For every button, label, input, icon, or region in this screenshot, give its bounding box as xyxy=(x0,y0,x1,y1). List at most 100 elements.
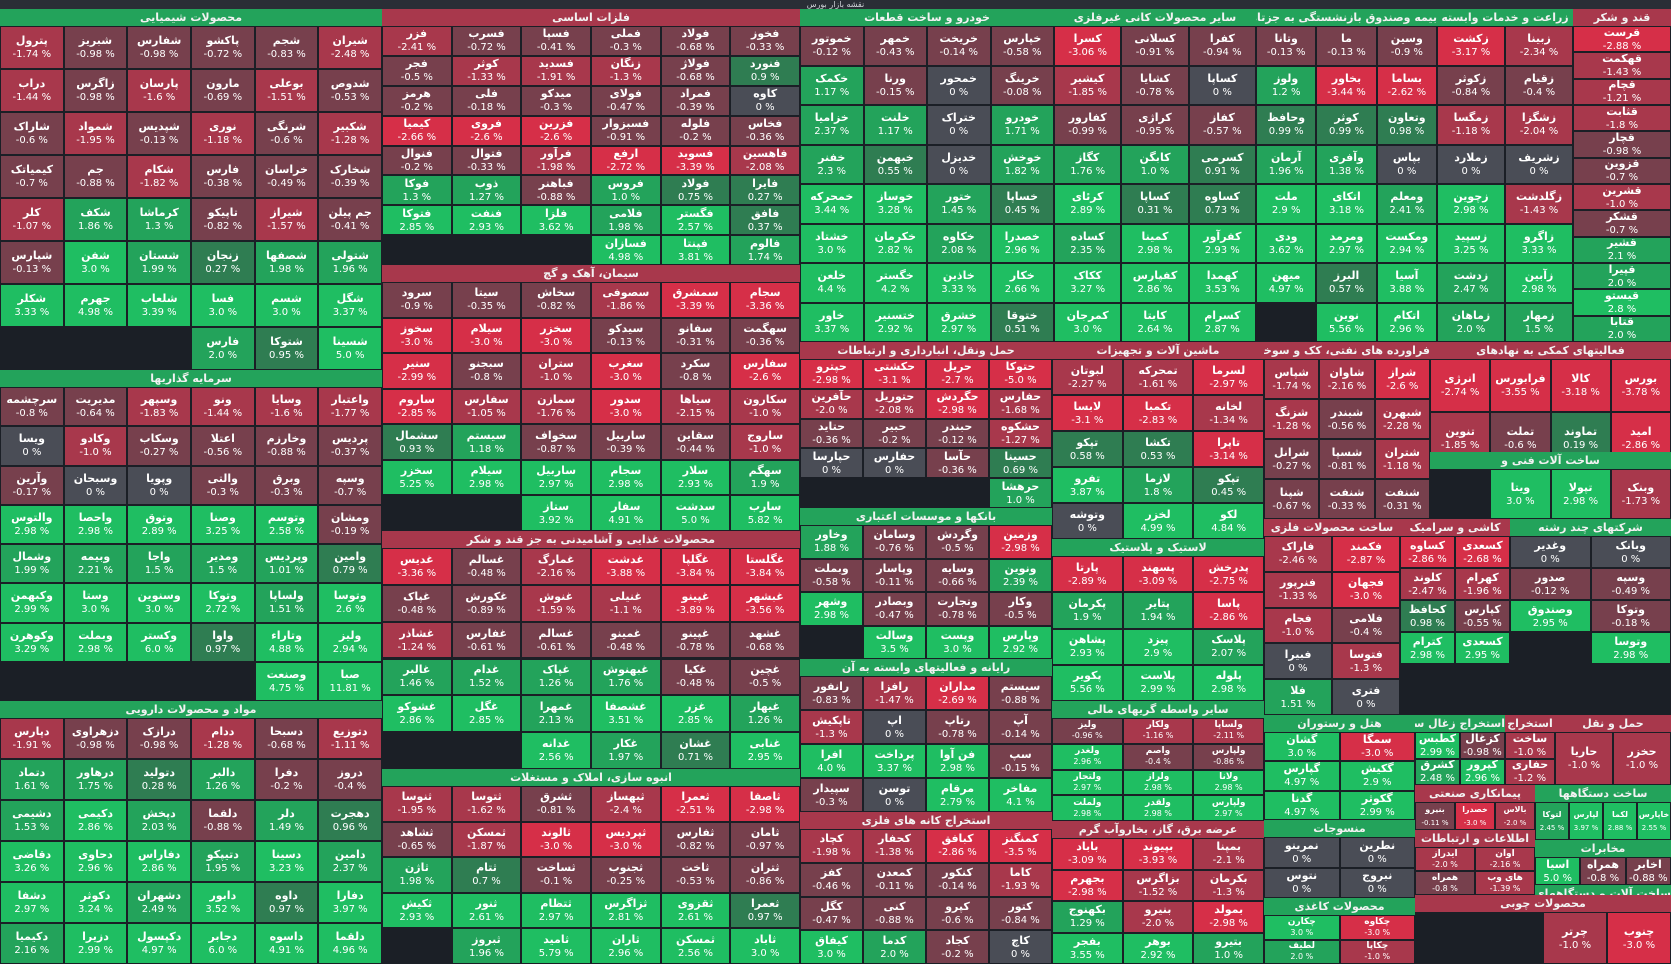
stock-tile[interactable]: کساپا 0 % xyxy=(1188,65,1256,105)
stock-tile[interactable]: صدور -0.12 % xyxy=(1510,568,1591,600)
stock-tile[interactable]: دالبر 1.26 % xyxy=(191,759,255,800)
stock-tile[interactable]: فسپا -0.41 % xyxy=(521,26,591,56)
stock-tile[interactable]: خشتاد 3.0 % xyxy=(800,223,864,263)
stock-tile[interactable]: پکویر 5.56 % xyxy=(1052,664,1123,701)
stock-tile[interactable]: شپدیس -0.13 % xyxy=(127,112,191,155)
stock-tile[interactable]: ثتران -0.86 % xyxy=(730,857,800,893)
stock-tile[interactable]: زقیام -0.4 % xyxy=(1505,65,1573,105)
stock-tile[interactable]: دسینا 3.23 % xyxy=(254,841,319,882)
stock-tile[interactable]: سفارس -1.05 % xyxy=(451,388,522,425)
stock-tile[interactable]: خگستر 4.2 % xyxy=(863,263,927,303)
stock-tile[interactable]: غکار 1.97 % xyxy=(591,732,661,769)
stock-tile[interactable]: مارون -0.69 % xyxy=(191,69,255,112)
stock-tile[interactable]: زبینا -2.34 % xyxy=(1505,26,1573,66)
stock-tile[interactable]: دامین 2.37 % xyxy=(318,841,382,882)
stock-tile[interactable]: کجاد -0.2 % xyxy=(926,930,989,964)
stock-tile[interactable]: شسینا 5.0 % xyxy=(318,327,382,370)
stock-tile[interactable]: دکیمی 2.86 % xyxy=(63,800,128,841)
stock-tile[interactable]: داسوه 4.91 % xyxy=(254,923,319,964)
stock-tile[interactable]: غبهنوش 1.76 % xyxy=(591,658,661,696)
stock-tile[interactable]: حفاری -1.2 % xyxy=(1505,758,1555,785)
stock-tile[interactable]: پلاست 2.99 % xyxy=(1122,664,1194,701)
stock-tile[interactable]: ولوز 1.2 % xyxy=(1256,65,1317,105)
stock-tile[interactable]: تاپکیش -1.3 % xyxy=(800,710,863,744)
stock-tile[interactable]: فباهنر -0.88 % xyxy=(521,175,591,206)
stock-tile[interactable]: ونو -1.44 % xyxy=(191,387,255,427)
stock-tile[interactable]: ولتجار 2.97 % xyxy=(1052,769,1123,796)
stock-tile[interactable]: ختسنیر 2.92 % xyxy=(863,302,927,342)
stock-tile[interactable]: لابسا -3.1 % xyxy=(1052,395,1123,431)
stock-tile[interactable]: وسامان -0.76 % xyxy=(863,525,926,559)
stock-tile[interactable]: وسپهر -1.83 % xyxy=(127,387,191,427)
stock-tile[interactable]: سیتا -0.35 % xyxy=(451,282,522,318)
stock-tile[interactable]: خاور 3.37 % xyxy=(800,302,864,342)
stock-tile[interactable]: اپ 0 % xyxy=(863,710,926,744)
stock-tile[interactable]: پاکشو -0.72 % xyxy=(191,26,255,69)
stock-tile[interactable]: تپکو 0.45 % xyxy=(1193,467,1264,503)
stock-tile[interactable]: تفرو 3.87 % xyxy=(1052,467,1123,503)
stock-tile[interactable]: سیاها -2.15 % xyxy=(660,388,731,425)
stock-tile[interactable]: شزنگ -1.28 % xyxy=(1264,399,1320,439)
stock-tile[interactable]: سدشت 5.0 % xyxy=(660,495,731,531)
stock-tile[interactable]: نطرین 0 % xyxy=(1339,837,1415,868)
stock-tile[interactable]: پترول -1.74 % xyxy=(0,26,64,69)
stock-tile[interactable]: فلوله -0.2 % xyxy=(660,115,731,146)
stock-tile[interactable]: فگستر 2.57 % xyxy=(660,205,731,236)
stock-tile[interactable]: زچوین 2.98 % xyxy=(1437,184,1505,224)
stock-tile[interactable]: گکیش 2.9 % xyxy=(1339,761,1415,791)
stock-tile[interactable]: دکوثر 3.24 % xyxy=(63,882,128,923)
stock-tile[interactable]: خکمک 1.17 % xyxy=(800,65,864,105)
stock-tile[interactable]: پتایر 1.94 % xyxy=(1122,592,1194,629)
stock-tile[interactable]: شدوص -0.53 % xyxy=(318,69,382,112)
stock-tile[interactable]: قشرین -1.0 % xyxy=(1573,184,1671,211)
stock-tile[interactable]: کفز -0.46 % xyxy=(800,862,863,897)
stock-tile[interactable]: بخاور -3.44 % xyxy=(1316,65,1377,105)
stock-tile[interactable]: فسرب -0.72 % xyxy=(451,26,522,56)
stock-tile[interactable]: سنیر -2.99 % xyxy=(382,353,452,389)
stock-tile[interactable]: وپویا 0 % xyxy=(127,465,191,505)
stock-tile[interactable]: خمحور 0 % xyxy=(927,65,991,105)
stock-tile[interactable]: وخارزم -0.88 % xyxy=(254,426,319,466)
stock-tile[interactable]: کزغال -0.98 % xyxy=(1460,732,1505,759)
stock-tile[interactable]: انرژی -2.74 % xyxy=(1430,359,1491,413)
stock-tile[interactable]: کسلانی -0.91 % xyxy=(1121,26,1189,66)
stock-tile[interactable]: فجام -1.0 % xyxy=(1264,607,1332,644)
stock-tile[interactable]: شپنا -0.67 % xyxy=(1264,479,1320,519)
stock-tile[interactable]: دروز -0.4 % xyxy=(318,759,382,800)
stock-tile[interactable]: پرداخت 3.37 % xyxy=(863,744,926,778)
stock-tile[interactable]: حشکوه -1.27 % xyxy=(989,418,1052,449)
stock-tile[interactable]: فنوال -0.2 % xyxy=(382,145,452,176)
stock-tile[interactable]: وبصادر -0.47 % xyxy=(863,592,926,626)
stock-tile[interactable]: وبیمه 2.21 % xyxy=(63,544,128,584)
stock-tile[interactable]: تاپیکو -0.82 % xyxy=(191,198,255,241)
stock-tile[interactable]: سرود -0.9 % xyxy=(382,282,452,318)
stock-tile[interactable]: زگلدشت -1.43 % xyxy=(1505,184,1573,224)
stock-tile[interactable]: ولغدر 2.96 % xyxy=(1052,743,1123,770)
stock-tile[interactable]: فلامی 1.98 % xyxy=(591,205,661,236)
stock-tile[interactable]: بزاگرس -1.52 % xyxy=(1122,869,1194,901)
stock-tile[interactable]: ددام -1.28 % xyxy=(191,718,255,759)
stock-tile[interactable]: کدما 2.0 % xyxy=(863,930,926,964)
stock-tile[interactable]: وبملت 2.98 % xyxy=(63,622,128,662)
stock-tile[interactable]: ثفارس -0.82 % xyxy=(660,821,731,858)
stock-tile[interactable]: اتکای 3.18 % xyxy=(1316,184,1377,224)
stock-tile[interactable]: خمهر -0.43 % xyxy=(863,26,927,66)
stock-tile[interactable]: دلر 1.49 % xyxy=(254,800,319,841)
stock-tile[interactable]: بنیرو -0.11 % xyxy=(1415,802,1455,830)
stock-tile[interactable]: وصنا 3.25 % xyxy=(191,504,255,544)
stock-tile[interactable]: ثعمرا 0.97 % xyxy=(730,892,800,929)
stock-tile[interactable]: بنیرو -2.0 % xyxy=(1122,901,1194,933)
stock-tile[interactable]: کپرو -0.6 % xyxy=(926,896,989,931)
stock-tile[interactable]: فبیرا 0 % xyxy=(1264,643,1332,680)
stock-tile[interactable]: بوعلی -1.51 % xyxy=(254,69,319,112)
stock-tile[interactable]: سارب 5.82 % xyxy=(730,495,800,531)
stock-tile[interactable]: پارتا -2.89 % xyxy=(1052,556,1123,593)
stock-tile[interactable]: لخزر 4.99 % xyxy=(1122,503,1194,539)
stock-tile[interactable]: وصنعت 4.75 % xyxy=(254,661,319,701)
stock-tile[interactable]: کگاز 1.76 % xyxy=(1054,144,1122,184)
stock-tile[interactable]: شیران -2.48 % xyxy=(318,26,382,69)
stock-tile[interactable]: مرقام 2.79 % xyxy=(926,778,989,812)
stock-tile[interactable]: درهاور 1.75 % xyxy=(63,759,128,800)
stock-tile[interactable]: شسپا -0.81 % xyxy=(1319,439,1375,479)
stock-tile[interactable]: زشگزا -2.04 % xyxy=(1505,105,1573,145)
